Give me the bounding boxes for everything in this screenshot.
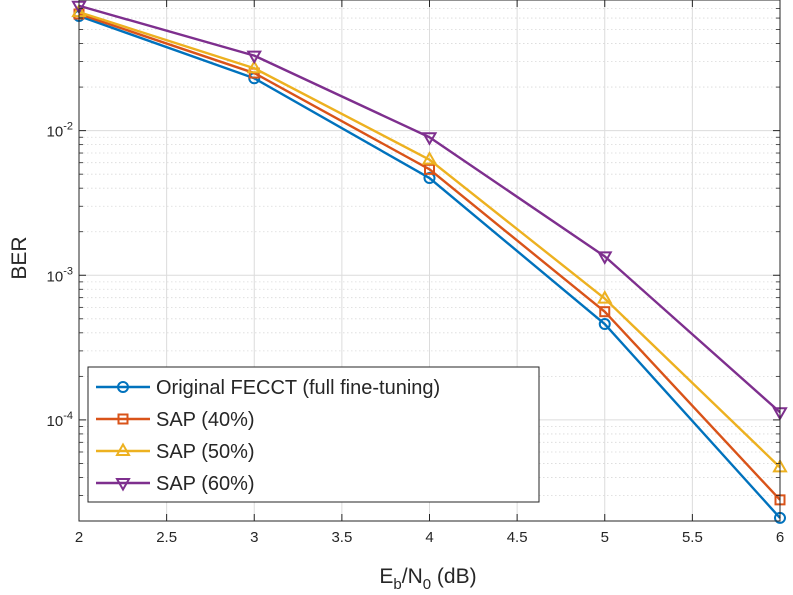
x-tick-label: 3 [250, 529, 258, 546]
x-tick-label: 5 [601, 529, 609, 546]
x-tick-label: 4.5 [507, 529, 528, 546]
series-layer [71, 0, 788, 524]
y-tick-exponent: -3 [63, 265, 73, 277]
legend-marker [117, 413, 129, 425]
legend-label: SAP (40%) [156, 409, 255, 431]
series-line [78, 10, 781, 469]
x-tick-label: 4 [425, 529, 433, 546]
data-point [246, 59, 262, 74]
x-axis-label-unit: (dB) [431, 565, 477, 588]
legend-label: SAP (50%) [156, 441, 255, 463]
y-tick-base: 10 [47, 413, 64, 430]
legend-label: Original FECCT (full fine-tuning) [156, 377, 440, 399]
x-axis-label-slash: /N [402, 565, 423, 588]
legend-entry: SAP (50%) [96, 441, 255, 463]
y-tick-labels: 10-210-310-4 [47, 121, 73, 430]
x-tick-label: 5.5 [682, 529, 703, 546]
legend: Original FECCT (full fine-tuning) SAP (40… [87, 366, 540, 503]
y-tick-base: 10 [47, 124, 64, 141]
data-point [421, 132, 438, 146]
y-tick-label: 10-2 [47, 121, 73, 141]
x-tick-label: 2.5 [156, 529, 177, 546]
series-line [78, 14, 781, 519]
data-point [597, 251, 613, 265]
y-axis-label: BER [8, 236, 31, 279]
legend-box [87, 366, 540, 503]
legend-entry: SAP (40%) [96, 409, 255, 431]
series-line [78, 4, 781, 414]
minor-gridlines [79, 7, 780, 496]
data-point [599, 306, 611, 318]
data-point [421, 151, 438, 165]
x-tick-label: 6 [776, 529, 784, 546]
x-axis-label-sub-b: b [393, 576, 401, 593]
y-tick-label: 10-3 [47, 265, 73, 285]
x-tick-labels: 2 2.5 3 3.5 4 4.5 5 5.5 6 [75, 529, 784, 546]
legend-entry: Original FECCT (full fine-tuning) [96, 377, 440, 399]
legend-marker [115, 442, 131, 456]
legend-entry: SAP (60%) [96, 473, 255, 495]
y-tick-base: 10 [47, 268, 64, 285]
series-line [78, 12, 781, 501]
data-point [424, 163, 435, 175]
legend-marker [115, 478, 131, 492]
x-axis-label-sub-0: 0 [423, 576, 431, 593]
data-point [597, 290, 613, 304]
data-point [246, 50, 262, 65]
x-axis-label-base: E [379, 565, 393, 588]
y-tick-label: 10-4 [47, 410, 73, 430]
legend-marker [117, 381, 129, 393]
axis-ticks [78, 0, 781, 521]
data-point [598, 318, 611, 331]
y-tick-exponent: -2 [63, 121, 73, 133]
legend-label: SAP (60%) [156, 473, 255, 495]
y-tick-exponent: -4 [63, 410, 73, 422]
x-tick-label: 3.5 [331, 529, 352, 546]
x-axis-label: Eb/N0 (dB) [379, 565, 476, 593]
x-tick-label: 2 [75, 529, 83, 546]
